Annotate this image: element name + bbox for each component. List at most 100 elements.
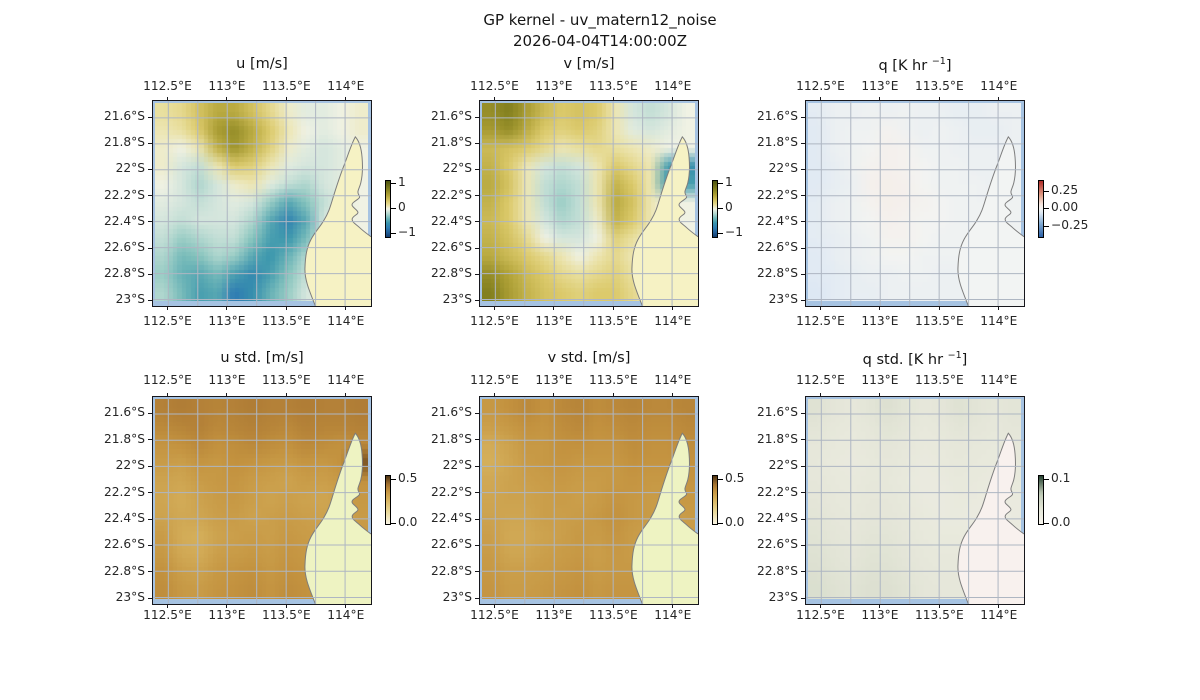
x-tick-label-v: 113.5°E <box>589 79 638 93</box>
y-tick-mark <box>801 439 805 441</box>
x-tick-label-v-std: 114°E <box>654 608 692 622</box>
colorbar-tick-label: 1 <box>398 175 406 189</box>
x-tick-mark <box>553 605 555 608</box>
x-tick-label-q: 114°E <box>980 79 1018 93</box>
map-overlay-u <box>153 101 371 306</box>
y-tick-label-u-std: 22.8°S <box>104 563 145 578</box>
x-tick-mark <box>553 307 555 310</box>
y-tick-mark <box>801 412 805 414</box>
y-tick-mark <box>475 518 479 520</box>
y-tick-mark <box>148 247 152 249</box>
x-tick-label-v-std: 112.5°E <box>470 608 519 622</box>
colorbar-u-std <box>385 475 391 525</box>
x-tick-label-q-std: 113°E <box>861 608 899 622</box>
x-tick-label-v-std: 113°E <box>535 608 573 622</box>
colorbar-tick-label: 0 <box>725 200 733 214</box>
x-tick-mark <box>553 97 555 100</box>
colorbar-v-std <box>712 475 718 525</box>
y-tick-label-q-std: 22.2°S <box>757 484 798 499</box>
x-tick-mark <box>493 97 495 100</box>
y-tick-mark <box>148 142 152 144</box>
y-tick-label-q: 22.6°S <box>757 240 798 255</box>
x-tick-label-q: 113°E <box>861 314 899 328</box>
map-overlay-v <box>480 101 698 306</box>
y-tick-mark <box>475 195 479 197</box>
x-tick-mark <box>938 97 940 100</box>
x-tick-mark <box>879 97 881 100</box>
y-tick-mark <box>148 571 152 573</box>
x-tick-label-q: 114°E <box>980 314 1018 328</box>
y-tick-label-u-std: 21.6°S <box>104 405 145 420</box>
colorbar-tick-mark <box>1044 190 1049 192</box>
x-tick-mark <box>998 393 1000 396</box>
y-tick-mark <box>801 465 805 467</box>
colorbar-tick-mark <box>391 208 396 209</box>
x-tick-label-v: 114°E <box>654 314 692 328</box>
y-tick-mark <box>801 142 805 144</box>
colorbar-tick-label: −0.25 <box>1051 217 1089 232</box>
colorbar-tick-label: 0.0 <box>1051 515 1071 529</box>
x-tick-label-u-std: 112.5°E <box>143 373 192 387</box>
y-tick-label-u-std: 23°S <box>115 590 145 605</box>
x-tick-mark <box>166 605 168 608</box>
x-tick-mark <box>672 605 674 608</box>
y-tick-mark <box>801 518 805 520</box>
y-tick-label-q: 22.8°S <box>757 266 798 281</box>
x-tick-label-v-std: 112.5°E <box>470 373 519 387</box>
y-tick-mark <box>148 492 152 494</box>
y-tick-label-u: 22°S <box>115 161 145 176</box>
y-tick-mark <box>475 571 479 573</box>
x-tick-label-u: 113°E <box>208 314 246 328</box>
x-tick-label-u: 114°E <box>327 79 365 93</box>
x-tick-mark <box>285 97 287 100</box>
y-tick-mark <box>148 597 152 599</box>
x-tick-label-u: 113°E <box>208 79 246 93</box>
y-tick-mark <box>801 221 805 223</box>
map-q-std <box>805 396 1025 605</box>
x-tick-mark <box>166 393 168 396</box>
colorbar-tick-mark <box>1044 208 1049 209</box>
y-tick-label-u-std: 22.4°S <box>104 511 145 526</box>
y-tick-label-q-std: 21.8°S <box>757 431 798 446</box>
y-tick-mark <box>801 597 805 599</box>
x-tick-mark <box>226 605 228 608</box>
y-tick-mark <box>148 465 152 467</box>
y-tick-mark <box>475 116 479 118</box>
y-tick-label-v: 21.8°S <box>431 135 472 150</box>
map-overlay-q-std <box>806 397 1024 604</box>
x-tick-label-v-std: 113.5°E <box>589 608 638 622</box>
x-tick-mark <box>879 605 881 608</box>
colorbar-tick-mark <box>391 233 396 234</box>
x-tick-mark <box>998 307 1000 310</box>
y-tick-mark <box>148 221 152 223</box>
y-tick-label-q: 22.4°S <box>757 213 798 228</box>
colorbar-v <box>712 180 718 238</box>
coastline <box>632 433 698 604</box>
y-tick-label-v: 22.8°S <box>431 266 472 281</box>
x-tick-label-q: 112.5°E <box>796 314 845 328</box>
x-tick-mark <box>998 605 1000 608</box>
x-tick-mark <box>938 605 940 608</box>
y-tick-mark <box>801 168 805 170</box>
x-tick-label-v: 113.5°E <box>589 314 638 328</box>
y-tick-label-u: 22.4°S <box>104 213 145 228</box>
map-overlay-v-std <box>480 397 698 604</box>
x-tick-mark <box>285 307 287 310</box>
y-tick-mark <box>148 273 152 275</box>
y-tick-label-v-std: 21.6°S <box>431 405 472 420</box>
figure-title: GP kernel - uv_matern12_noise <box>483 11 717 29</box>
colorbar-q-std <box>1038 475 1044 525</box>
x-tick-label-q-std: 112.5°E <box>796 373 845 387</box>
x-tick-label-u: 113.5°E <box>262 79 311 93</box>
panel-title-u-std: u std. [m/s] <box>220 350 304 366</box>
map-q <box>805 100 1025 307</box>
y-tick-label-v-std: 22.2°S <box>431 484 472 499</box>
x-tick-mark <box>879 393 881 396</box>
y-tick-mark <box>148 116 152 118</box>
y-tick-label-q: 22°S <box>768 161 798 176</box>
y-tick-mark <box>801 273 805 275</box>
x-tick-mark <box>345 307 347 310</box>
x-tick-label-q-std: 113°E <box>861 373 899 387</box>
y-tick-mark <box>148 518 152 520</box>
